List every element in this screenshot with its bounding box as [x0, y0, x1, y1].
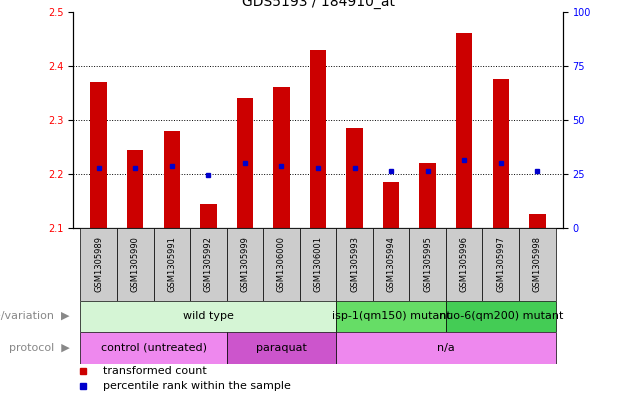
Bar [446, 301, 556, 332]
Bar [419, 163, 436, 228]
Bar [226, 228, 263, 301]
Text: GSM1305990: GSM1305990 [131, 236, 140, 292]
Bar [127, 150, 144, 228]
Text: GSM1305999: GSM1305999 [240, 236, 249, 292]
Bar [456, 33, 473, 228]
Bar [519, 228, 556, 301]
Text: control (untreated): control (untreated) [100, 343, 207, 353]
Text: GSM1306001: GSM1306001 [314, 236, 322, 292]
Title: GDS5193 / 184910_at: GDS5193 / 184910_at [242, 0, 394, 9]
Text: GSM1305989: GSM1305989 [94, 236, 103, 292]
Text: genotype/variation  ▶: genotype/variation ▶ [0, 311, 70, 321]
Text: GSM1305997: GSM1305997 [496, 236, 505, 292]
Bar [336, 332, 556, 364]
Bar [373, 228, 410, 301]
Bar [117, 228, 153, 301]
Bar [310, 50, 326, 228]
Bar [80, 301, 336, 332]
Text: GSM1306000: GSM1306000 [277, 236, 286, 292]
Bar [300, 228, 336, 301]
Text: isp-1(qm150) mutant: isp-1(qm150) mutant [331, 311, 450, 321]
Text: nuo-6(qm200) mutant: nuo-6(qm200) mutant [439, 311, 563, 321]
Bar [163, 131, 180, 228]
Text: protocol  ▶: protocol ▶ [9, 343, 70, 353]
Bar [80, 228, 117, 301]
Text: transformed count: transformed count [102, 366, 206, 376]
Text: GSM1305992: GSM1305992 [204, 236, 213, 292]
Text: GSM1305995: GSM1305995 [423, 236, 432, 292]
Text: paraquat: paraquat [256, 343, 307, 353]
Text: GSM1305998: GSM1305998 [533, 236, 542, 292]
Bar [263, 228, 300, 301]
Bar [446, 228, 483, 301]
Bar [90, 82, 107, 228]
Bar [226, 332, 336, 364]
Text: GSM1305996: GSM1305996 [460, 236, 469, 292]
Bar [190, 228, 226, 301]
Text: n/a: n/a [437, 343, 455, 353]
Bar [410, 228, 446, 301]
Bar [153, 228, 190, 301]
Bar [200, 204, 217, 228]
Bar [529, 215, 546, 228]
Text: GSM1305991: GSM1305991 [167, 236, 176, 292]
Text: percentile rank within the sample: percentile rank within the sample [102, 381, 291, 391]
Bar [273, 88, 289, 228]
Bar [492, 79, 509, 228]
Bar [483, 228, 519, 301]
Text: GSM1305993: GSM1305993 [350, 236, 359, 292]
Text: GSM1305994: GSM1305994 [387, 236, 396, 292]
Bar [336, 301, 446, 332]
Bar [347, 128, 363, 228]
Bar [336, 228, 373, 301]
Text: wild type: wild type [183, 311, 234, 321]
Bar [383, 182, 399, 228]
Bar [80, 332, 226, 364]
Bar [237, 98, 253, 228]
